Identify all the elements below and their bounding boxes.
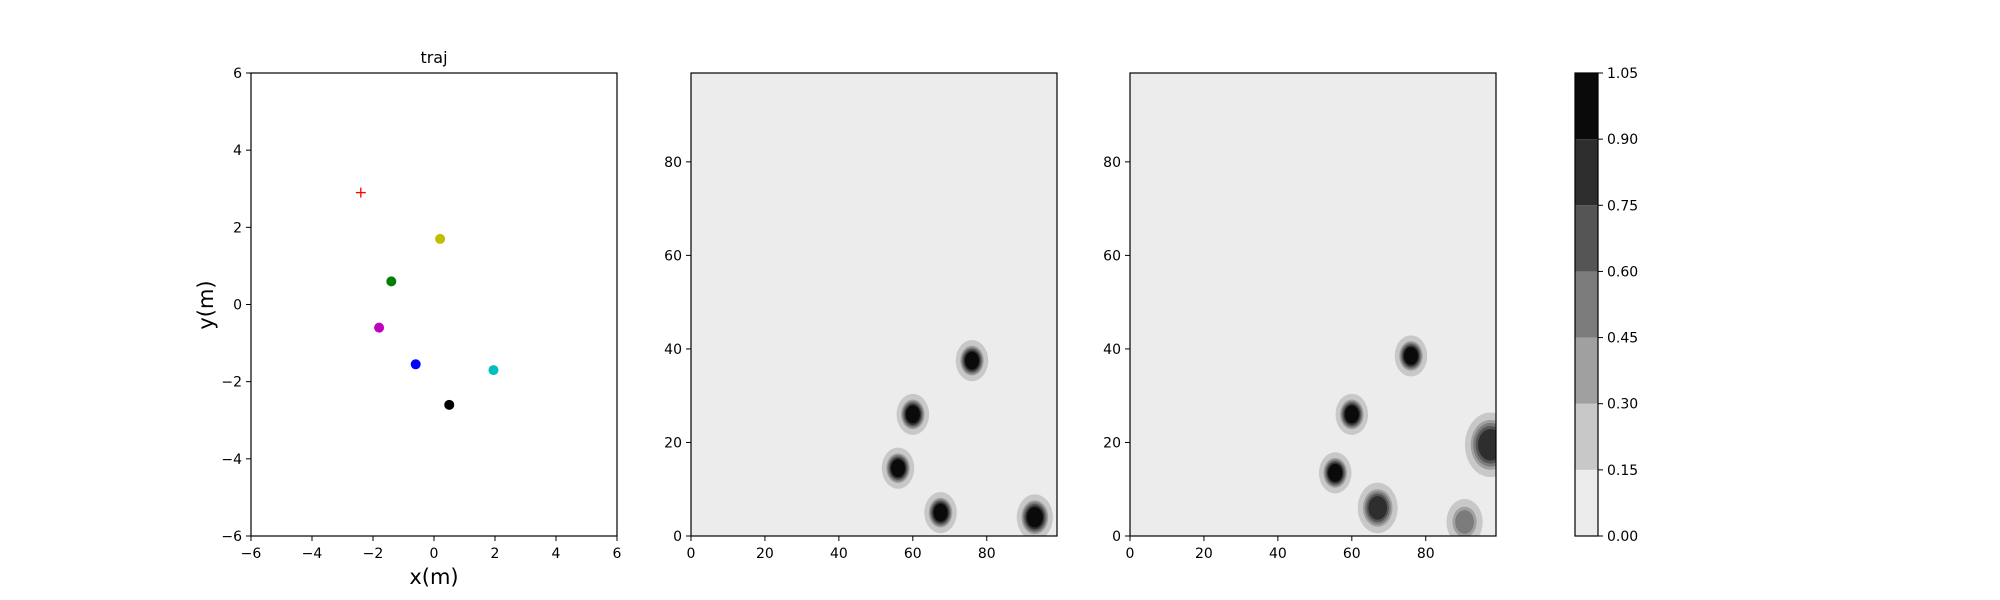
x-tick-label: 60 [904,546,922,562]
occupancy-map-2-ticks: 0 20 40 60 80 0 20 40 60 80 [1103,155,1434,562]
occupancy-map-2-blobs [1318,335,1496,536]
x-tick-label: 0 [687,546,696,562]
trajectory-plot-ylabel: y(m) [194,280,218,329]
colorbar-tick-label: 0.90 [1607,132,1638,148]
agent-point [374,322,385,333]
y-tick-label: 0 [233,298,242,314]
occupancy-map-2-background [1130,73,1496,536]
colorbar-tick-label: 0.60 [1607,264,1638,280]
y-tick-label: −2 [221,375,242,391]
y-tick-label: 0 [673,529,682,545]
occupancy-map-1: 0 20 40 60 80 0 20 40 60 80 [664,72,1058,562]
x-tick-label: 6 [613,546,622,562]
occupancy-blob [1344,405,1359,424]
y-tick-label: 80 [1103,155,1121,171]
x-tick-label: −2 [363,546,384,562]
y-tick-label: 80 [664,155,682,171]
y-tick-label: 6 [233,66,242,82]
y-tick-label: 20 [664,435,682,451]
colorbar-segments [1575,73,1598,536]
occupancy-map-2-frame [1129,72,1497,537]
occupancy-blob [1403,347,1418,365]
trajectory-plot-frame [250,72,618,537]
colorbar-tick-label: 0.15 [1607,463,1638,479]
x-tick-label: 4 [552,546,561,562]
y-tick-label: 20 [1103,435,1121,451]
occupancy-blob [1328,463,1343,482]
y-tick-label: 60 [664,248,682,264]
x-tick-label: 2 [491,546,500,562]
trajectory-ticks: −6 −4 −2 0 2 4 6 −6 −4 −2 0 2 4 6 [221,66,621,562]
trajectory-plot-xlabel: x(m) [409,565,458,589]
occupancy-blob [964,351,979,370]
occupancy-blob [1455,510,1474,534]
agent-point [386,276,397,287]
colorbar-tick-label: 0.45 [1607,331,1638,347]
colorbar-segment [1575,403,1598,470]
y-tick-label: −4 [221,452,242,468]
colorbar-tick-label: 0.00 [1607,529,1638,545]
x-tick-label: 40 [1269,546,1287,562]
y-tick-label: 4 [233,143,242,159]
colorbar-segment [1575,337,1598,404]
occupancy-map-2: 0 20 40 60 80 0 20 40 60 80 [1103,72,1497,562]
trajectory-plot-title: traj [420,48,447,67]
colorbar-segment [1575,469,1598,536]
y-tick-label: 40 [664,342,682,358]
occupancy-blob [905,405,920,424]
colorbar-segment [1575,205,1598,272]
blob-group [881,340,1053,536]
agent-point [410,359,421,370]
x-tick-label: 80 [978,546,996,562]
colorbar-segment [1575,139,1598,206]
y-tick-label: 0 [1112,529,1121,545]
occupancy-map-1-blobs [881,340,1053,536]
x-tick-label: 20 [756,546,774,562]
occupancy-map-1-ticks: 0 20 40 60 80 0 20 40 60 80 [664,155,995,562]
x-tick-label: 0 [1126,546,1135,562]
y-tick-label: −6 [221,529,242,545]
occupancy-map-1-frame [690,72,1058,537]
x-tick-label: 60 [1343,546,1361,562]
occupancy-blob [933,503,948,522]
occupancy-blob [1026,507,1043,528]
colorbar-tick-label: 0.75 [1607,198,1638,214]
y-tick-label: 2 [233,220,242,236]
colorbar-ticks: 0.00 0.15 0.30 0.45 0.60 0.75 0.90 1.05 [1598,66,1638,545]
occupancy-blob [1478,429,1496,461]
colorbar-tick-label: 1.05 [1607,66,1638,82]
y-tick-label: 60 [1103,248,1121,264]
colorbar-tick-label: 0.30 [1607,397,1638,413]
x-tick-label: 80 [1417,546,1435,562]
x-tick-label: 20 [1195,546,1213,562]
x-tick-label: 0 [430,546,439,562]
colorbar-segment [1575,73,1598,140]
occupancy-blob [891,459,906,478]
colorbar-segment [1575,271,1598,338]
agent-point [444,399,455,410]
x-tick-label: 40 [830,546,848,562]
colorbar: 0.00 0.15 0.30 0.45 0.60 0.75 0.90 1.05 [1574,66,1638,545]
colorbar-frame [1574,72,1599,537]
goal-marker [355,187,366,198]
agent-point [488,365,499,376]
y-tick-label: 40 [1103,342,1121,358]
trajectory-points [355,187,499,410]
occupancy-blob [1368,496,1388,520]
agent-point [435,233,446,244]
occupancy-map-1-background [691,73,1057,536]
x-tick-label: −4 [302,546,323,562]
x-tick-label: −6 [241,546,262,562]
blob-group [1318,335,1496,536]
trajectory-plot: traj x(m) y(m) −6 −4 −2 0 2 4 6 −6 −4 −2 0 2 4 6 [194,48,622,589]
